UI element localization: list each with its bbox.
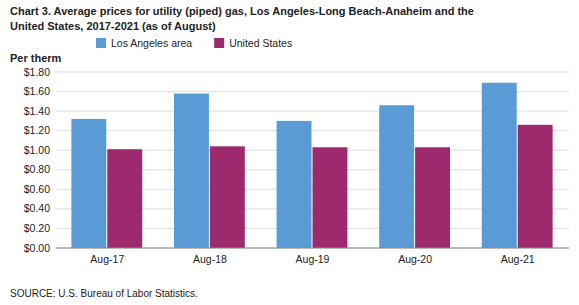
x-axis (56, 248, 569, 249)
bar (210, 146, 245, 248)
bar (482, 83, 517, 248)
legend-swatch (214, 38, 224, 48)
tick-label: $1.60 (24, 85, 50, 97)
legend-label: United States (229, 37, 292, 49)
bar (518, 125, 553, 248)
tick-label: $1.40 (24, 105, 50, 117)
title: Chart 3. Average prices for utility (pip… (10, 5, 474, 17)
bar (107, 149, 142, 248)
bar (174, 94, 209, 248)
annotation: SOURCE: U.S. Bureau of Labor Statistics. (10, 288, 198, 299)
grid (56, 72, 569, 248)
axis-label: Per therm (10, 52, 62, 64)
tick-label: $1.80 (24, 66, 50, 78)
tick-label: Aug-17 (90, 253, 124, 265)
grid-line (56, 248, 569, 249)
tick-label: Aug-18 (193, 253, 227, 265)
bar (379, 105, 414, 248)
tick-label: $0.20 (24, 222, 50, 234)
grid-line (56, 72, 569, 73)
tick-label: $1.00 (24, 144, 50, 156)
tick-label: $1.20 (24, 124, 50, 136)
tick-label: Aug-20 (398, 253, 432, 265)
legend-label: Los Angeles area (111, 37, 192, 49)
bar (277, 121, 312, 248)
bar (415, 147, 450, 248)
subtitle: United States, 2017-2021 (as of August) (10, 20, 216, 32)
bar (71, 119, 106, 248)
bars (71, 83, 552, 248)
chart: Chart 3. Average prices for utility (pip… (0, 0, 579, 305)
tick-label: Aug-21 (501, 253, 535, 265)
tick-label: Aug-19 (296, 253, 330, 265)
bar (313, 147, 348, 248)
tick-label: $0.00 (24, 242, 50, 254)
legend: Los Angeles area United States (96, 37, 292, 49)
tick-label: $0.40 (24, 202, 50, 214)
legend-swatch (96, 38, 106, 48)
tick-label: $0.80 (24, 163, 50, 175)
tick-label: $0.60 (24, 183, 50, 195)
